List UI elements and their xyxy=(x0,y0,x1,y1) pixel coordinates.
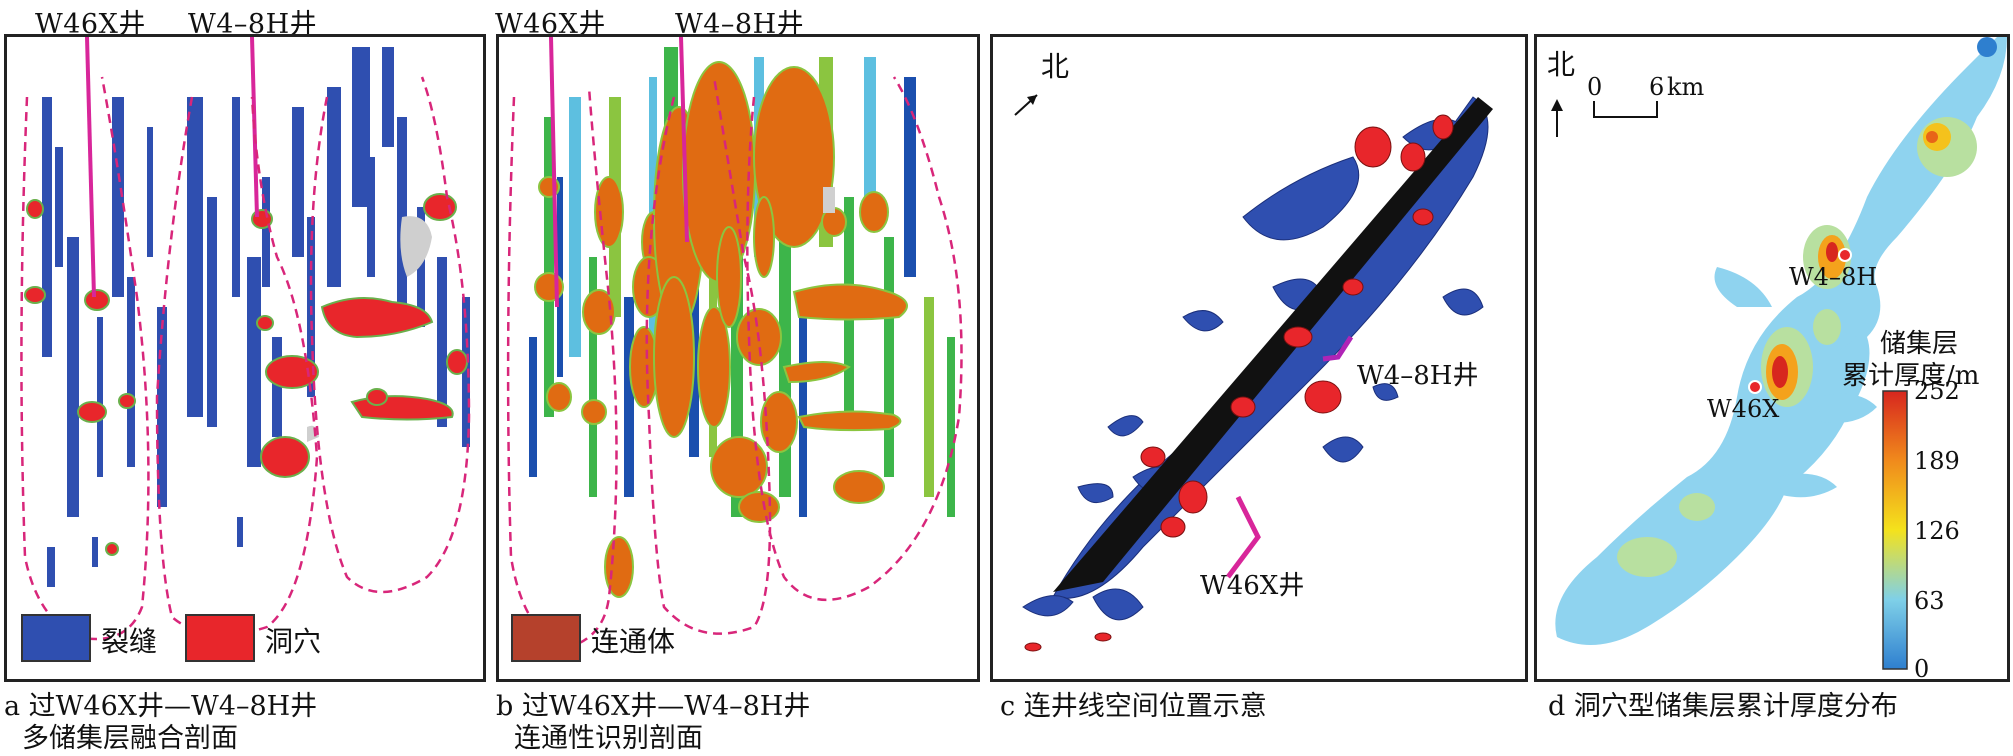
scale-bar xyxy=(1593,101,1658,118)
panel-d-well-w48h-label: W4–8H xyxy=(1789,263,1878,291)
panel-d-north-label: 北 xyxy=(1547,48,1576,81)
colorbar xyxy=(1882,390,1908,670)
legend-cave-swatch xyxy=(185,614,255,662)
panel-c-3d-view xyxy=(1014,94,1493,652)
panel-c-caption: c 连井线空间位置示意 xyxy=(1000,691,1267,722)
panel-a-fusion-section: 裂缝 洞穴 xyxy=(4,34,486,682)
legend-connected-label: 连通体 xyxy=(591,625,676,658)
panel-d-thickness-map: 北 0 6 km W4–8H W46X 储集层 累计厚度/m 252 189 1… xyxy=(1534,34,2010,682)
panel-d-map xyxy=(1551,37,2007,670)
legend-connected-swatch xyxy=(511,614,581,662)
panel-d-well-w46x-label: W46X xyxy=(1707,395,1780,423)
panel-a-caption-line1: a 过W46X井—W4–8H井 xyxy=(4,691,318,722)
colorbar-title-line1: 储集层 xyxy=(1880,329,1959,359)
colorbar-tick-252: 252 xyxy=(1914,377,1960,405)
panel-c-well-w48h-label: W4–8H井 xyxy=(1357,361,1479,391)
panel-c-north-label: 北 xyxy=(1041,50,1070,83)
colorbar-tick-189: 189 xyxy=(1914,447,1960,475)
panel-c-well-w46x-label: W46X井 xyxy=(1200,571,1305,601)
colorbar-tick-126: 126 xyxy=(1914,517,1960,545)
panel-a-section-image xyxy=(20,37,471,641)
panel-c-spatial-location: 北 W4–8H井 W46X井 xyxy=(990,34,1528,682)
panel-b-caption-line1: b 过W46X井—W4–8H井 xyxy=(496,691,811,722)
panel-b-connectivity-section: 连通体 xyxy=(496,34,980,682)
legend-cave-label: 洞穴 xyxy=(265,625,322,658)
scale-label-6: 6 xyxy=(1649,73,1665,101)
colorbar-tick-63: 63 xyxy=(1914,587,1945,615)
legend-fracture-label: 裂缝 xyxy=(101,625,158,658)
panel-b-section-image xyxy=(506,37,963,649)
colorbar-tick-0: 0 xyxy=(1914,655,1930,682)
scale-label-0: 0 xyxy=(1587,73,1603,101)
colorbar-title-line2: 累计厚度/m xyxy=(1842,361,1980,391)
panel-a-caption-line2: 多储集层融合剖面 xyxy=(22,723,238,754)
panel-d-caption: d 洞穴型储集层累计厚度分布 xyxy=(1548,691,1898,722)
panel-b-caption-line2: 连通性识别剖面 xyxy=(514,723,703,754)
scale-unit: km xyxy=(1667,73,1705,101)
legend-fracture-swatch xyxy=(21,614,91,662)
